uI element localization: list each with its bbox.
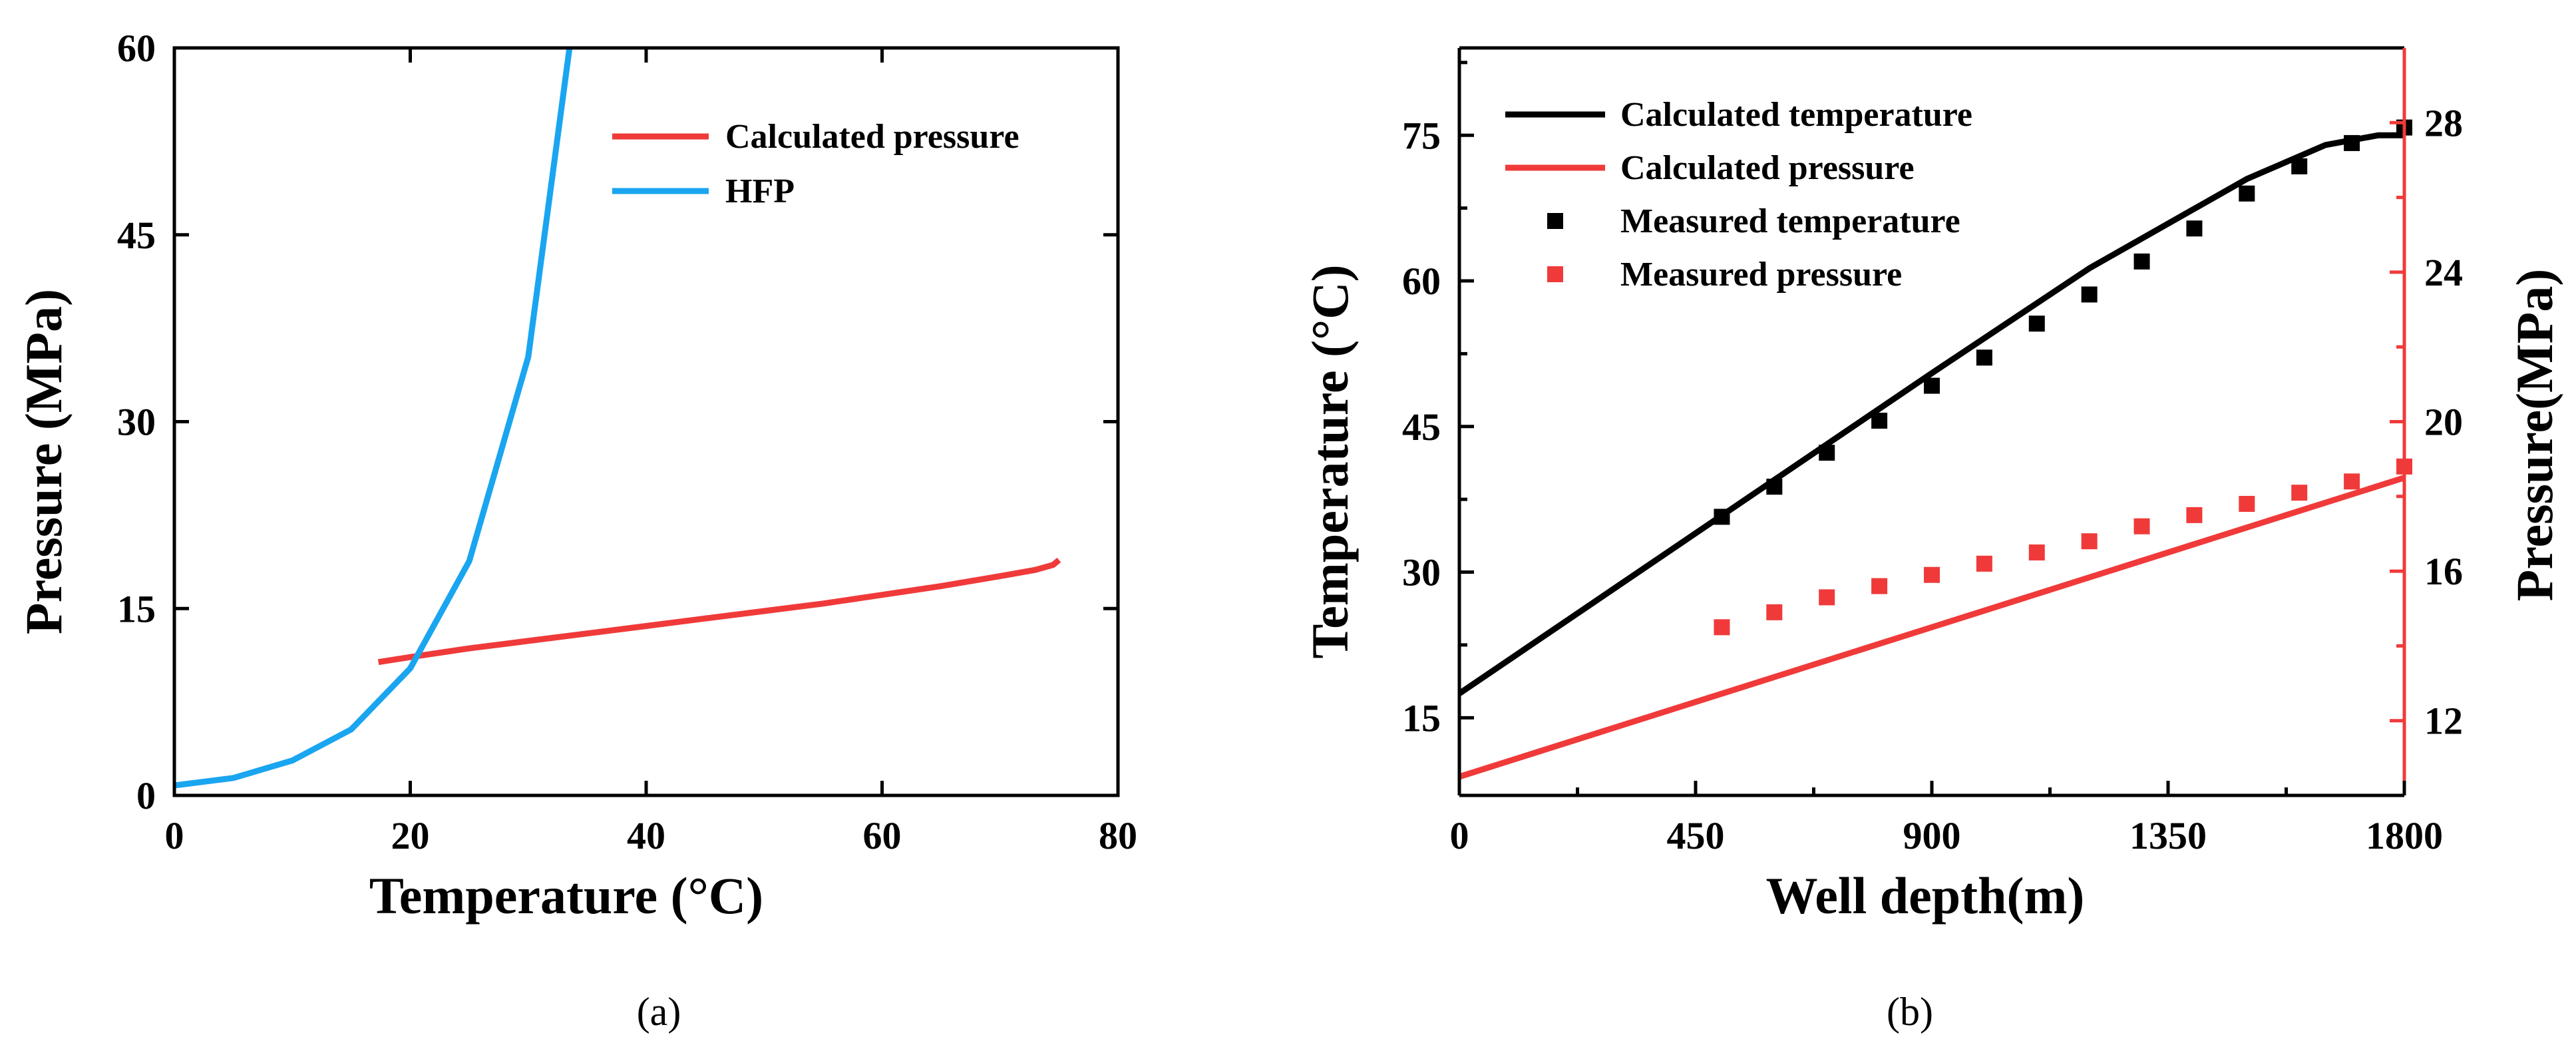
- legend-label-calculated-temperature: Calculated temperature: [1620, 96, 1972, 134]
- panel-a-chart: 0 20 40 60 80 0 15 30 45 60 Temperature (°C) Pressu…: [15, 27, 1137, 925]
- series-point-measured-pressure: [2186, 507, 2203, 523]
- series-point-measured-temperature: [2133, 253, 2150, 270]
- series-point-measured-temperature: [1714, 509, 1730, 525]
- series-point-measured-temperature: [1924, 377, 1940, 394]
- x-tick-label: 0: [1450, 814, 1469, 857]
- series-line-hfp: [174, 48, 573, 789]
- panel-b-chart: 0 450 900 1350 1800 15 30 45 60 75 12 16 20 24 28 Well …: [1301, 46, 2563, 925]
- series-point-measured-pressure: [2239, 496, 2255, 513]
- y-tick-label: 0: [136, 774, 156, 817]
- legend-swatch-measured-temperature: [1547, 213, 1563, 229]
- series-point-measured-temperature: [1819, 445, 1835, 461]
- series-point-measured-temperature: [1766, 479, 1783, 495]
- y-axis-label: Temperature (°C): [1301, 264, 1359, 658]
- y-tick-label: 45: [117, 214, 156, 257]
- x-tick-label: 900: [1903, 814, 1961, 857]
- legend-label-measured-temperature: Measured temperature: [1620, 202, 1960, 240]
- y2-tick-label: 12: [2424, 700, 2463, 743]
- x-axis-label: Well depth(m): [1766, 867, 2085, 925]
- series-point-measured-pressure: [1871, 578, 1888, 594]
- series-point-measured-pressure: [2133, 518, 2150, 534]
- series-point-measured-pressure: [2344, 473, 2360, 490]
- caption-b: (b): [1887, 990, 1933, 1034]
- legend-label-calculated-pressure: Calculated pressure: [725, 118, 1019, 156]
- series-point-measured-pressure: [1766, 604, 1783, 620]
- x-tick-label: 450: [1667, 814, 1725, 857]
- y-tick-label: 45: [1402, 405, 1441, 449]
- series-point-measured-pressure: [2291, 485, 2308, 501]
- y-tick-label: 15: [117, 587, 156, 630]
- series-point-measured-temperature: [2291, 158, 2308, 174]
- y-tick-label: 30: [1402, 551, 1441, 594]
- y-tick-label: 30: [117, 401, 156, 444]
- series-line-calculated-pressure: [1459, 475, 2406, 780]
- y-axis-label: Pressure (MPa): [15, 289, 73, 634]
- x-tick-label: 1350: [2129, 814, 2207, 857]
- x-axis-label: Temperature (°C): [369, 867, 763, 925]
- y-tick-label: 60: [1402, 260, 1441, 303]
- series-point-measured-pressure: [1714, 619, 1730, 636]
- panel-a-plot-frame: [172, 46, 1120, 797]
- y2-tick-label: 24: [2424, 251, 2463, 294]
- x-tick-label: 20: [391, 814, 430, 857]
- y2-tick-label: 16: [2424, 550, 2463, 593]
- series-point-measured-temperature: [2186, 220, 2203, 237]
- x-tick-label: 40: [627, 814, 665, 857]
- y2-tick-label: 28: [2424, 101, 2463, 144]
- series-point-measured-pressure: [1924, 566, 1940, 583]
- series-point-measured-pressure: [1819, 589, 1835, 606]
- series-point-measured-pressure: [1976, 555, 1992, 572]
- series-line-calculated-pressure: [377, 557, 1061, 666]
- x-tick-label: 60: [863, 814, 902, 857]
- y-tick-label: 75: [1402, 114, 1441, 157]
- legend-swatch-measured-pressure: [1547, 266, 1563, 282]
- caption-a: (a): [637, 990, 681, 1034]
- y2-axis-label: Pressure(MPa): [2505, 269, 2563, 602]
- series-line-calculated-temperature: [1459, 132, 2404, 696]
- x-tick-label: 0: [165, 814, 184, 857]
- series-point-measured-temperature: [1976, 349, 1992, 366]
- series-point-measured-temperature: [2344, 134, 2360, 151]
- legend-label-measured-pressure: Measured pressure: [1620, 256, 1902, 294]
- legend-label-calculated-pressure: Calculated pressure: [1620, 149, 1915, 187]
- series-point-measured-pressure: [2081, 533, 2098, 550]
- series-point-measured-temperature: [2028, 316, 2045, 332]
- y-tick-label: 60: [117, 27, 156, 70]
- y2-tick-label: 20: [2424, 401, 2463, 444]
- legend-label-hfp: HFP: [725, 172, 795, 210]
- y-tick-label: 15: [1402, 696, 1441, 739]
- x-tick-label: 80: [1099, 814, 1137, 857]
- x-tick-label: 1800: [2366, 814, 2443, 857]
- series-point-measured-pressure: [2028, 544, 2045, 561]
- series-point-measured-temperature: [2239, 185, 2255, 202]
- series-point-measured-temperature: [1871, 413, 1888, 429]
- series-point-measured-temperature: [2081, 286, 2098, 303]
